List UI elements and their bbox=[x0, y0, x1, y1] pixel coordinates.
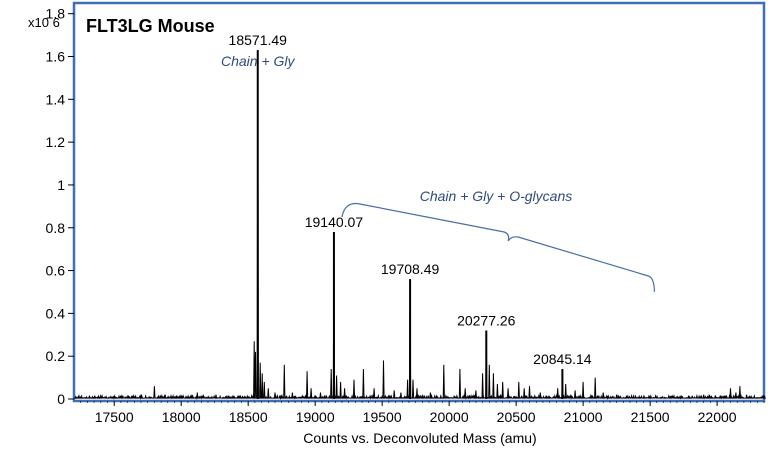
y-tick-label: 0.8 bbox=[46, 220, 66, 236]
x-tick-label: 20000 bbox=[430, 409, 469, 425]
y-tick-label: 0.6 bbox=[46, 263, 66, 279]
x-tick-label: 17500 bbox=[95, 409, 134, 425]
peak-label: 19140.07 bbox=[305, 214, 364, 230]
x-tick-label: 18500 bbox=[229, 409, 268, 425]
annotation-chain-gly-o-glycans: Chain + Gly + O-glycans bbox=[420, 188, 573, 204]
x-tick-label: 20500 bbox=[497, 409, 536, 425]
y-tick-label: 1.4 bbox=[46, 91, 66, 107]
x-tick-label: 19500 bbox=[363, 409, 402, 425]
y-axis: 0 0.2 0.4 0.6 0.8 1 1.2 1.4 1.6 1.8 bbox=[46, 6, 74, 407]
x-axis-title: Counts vs. Deconvoluted Mass (amu) bbox=[303, 430, 536, 446]
peak-label: 20845.14 bbox=[533, 351, 592, 367]
y-tick-label: 0.2 bbox=[46, 348, 66, 364]
plot-frame bbox=[72, 1, 766, 403]
y-tick-label: 0.4 bbox=[46, 305, 66, 321]
x-tick-label: 21500 bbox=[631, 409, 670, 425]
annotations: Chain + Gly Chain + Gly + O-glycans bbox=[221, 53, 655, 293]
x-tick-label: 18000 bbox=[162, 409, 201, 425]
peak-label: 18571.49 bbox=[229, 32, 288, 48]
y-tick-label: 1 bbox=[57, 177, 65, 193]
y-tick-label: 1.8 bbox=[46, 6, 66, 22]
chart-title: FLT3LG Mouse bbox=[86, 16, 215, 36]
y-tick-label: 1.6 bbox=[46, 49, 66, 65]
x-tick-label: 21000 bbox=[564, 409, 603, 425]
y-tick-label: 0 bbox=[57, 391, 65, 407]
x-axis: 17500 18000 18500 19000 19500 20000 20500 21000… bbox=[80, 401, 765, 425]
y-tick-label: 1.2 bbox=[46, 134, 66, 150]
peak-labels: 18571.49 19140.07 19708.49 20277.26 20845.14 bbox=[229, 32, 592, 399]
x-tick-label: 22000 bbox=[698, 409, 737, 425]
x-tick-label: 19000 bbox=[296, 409, 335, 425]
annotation-chain-gly: Chain + Gly bbox=[221, 53, 296, 69]
y-multiplier: x10 6 bbox=[28, 15, 60, 30]
spectrum-line bbox=[74, 50, 766, 400]
peak-label: 20277.26 bbox=[457, 313, 516, 329]
annotation-brace bbox=[341, 202, 655, 293]
peak-label: 19708.49 bbox=[381, 261, 440, 277]
